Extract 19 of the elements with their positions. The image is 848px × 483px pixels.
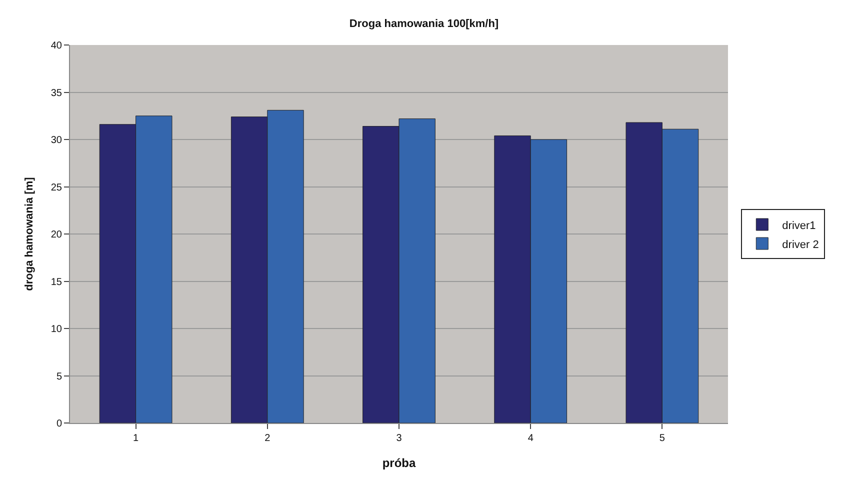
x-tick-label: 5	[659, 433, 666, 444]
y-tick-label: 15	[50, 276, 62, 288]
y-tick-label: 25	[50, 182, 62, 194]
x-tick-label: 2	[264, 433, 271, 444]
legend-label: driver1	[782, 220, 816, 232]
y-tick-label: 40	[50, 40, 62, 52]
x-axis-title: próba	[382, 456, 416, 470]
y-tick-label: 35	[50, 88, 62, 99]
y-tick-label: 10	[50, 324, 62, 335]
x-tick-label: 4	[528, 433, 534, 444]
y-tick-label: 30	[50, 135, 62, 146]
y-axis-title: droga hamowania [m]	[24, 176, 36, 291]
x-tick-label: 1	[133, 433, 140, 444]
legend-label: driver 2	[782, 238, 819, 251]
y-tick-label: 0	[56, 418, 62, 430]
y-tick-label: 5	[56, 371, 62, 382]
chart-title: Droga hamowania 100[km/h]	[349, 18, 499, 30]
y-tick-label: 20	[50, 230, 62, 240]
x-tick-label: 3	[396, 433, 402, 444]
